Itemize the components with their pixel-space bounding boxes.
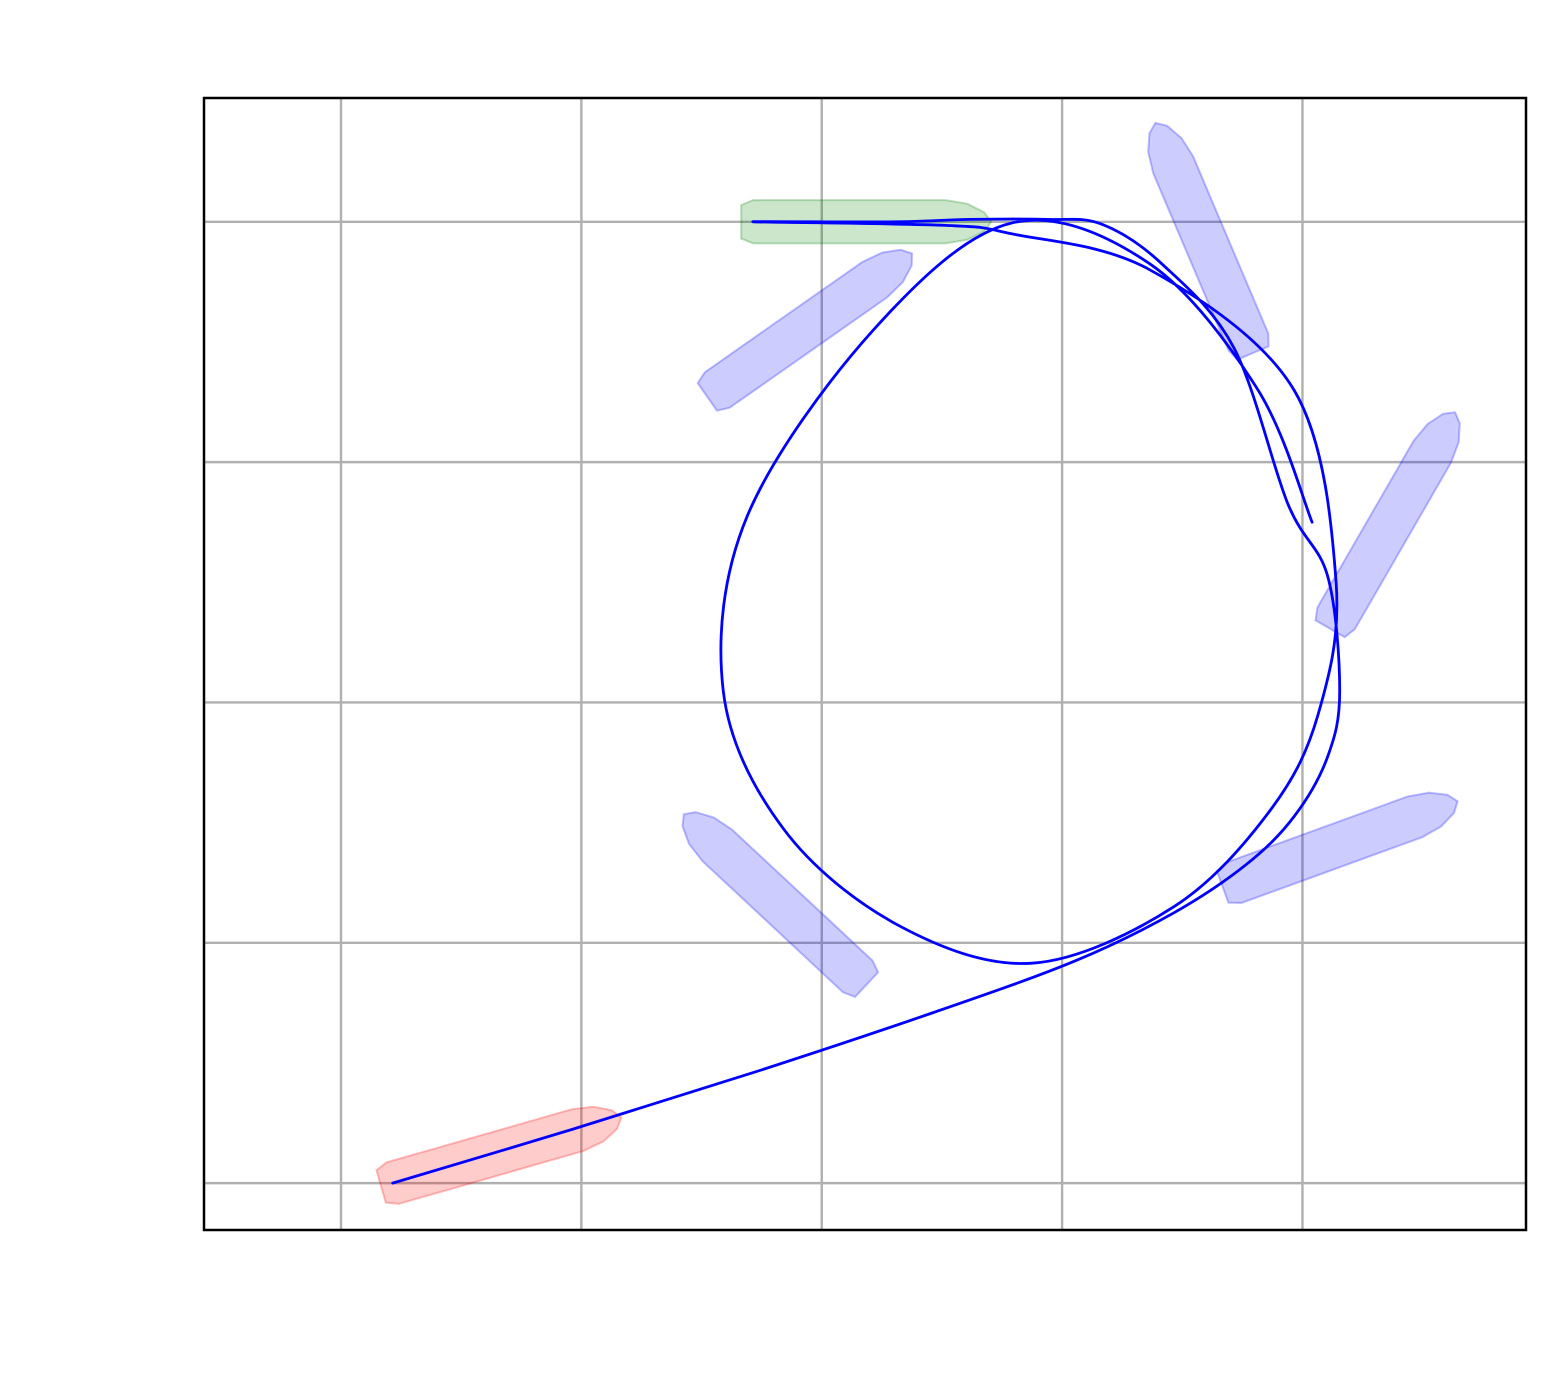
ship-intermediate-5 [696, 248, 914, 412]
ship-intermediate-3 [1314, 411, 1461, 639]
grid [204, 98, 1526, 1230]
axes-frame [202, 96, 1528, 1232]
ship-intermediate-1 [681, 811, 880, 999]
ship-poses [375, 121, 1461, 1205]
ship-intermediate-2 [1215, 791, 1459, 905]
trajectory-line [391, 217, 1342, 1185]
ship-start-0 [375, 1105, 623, 1205]
plot-area [204, 98, 1526, 1230]
